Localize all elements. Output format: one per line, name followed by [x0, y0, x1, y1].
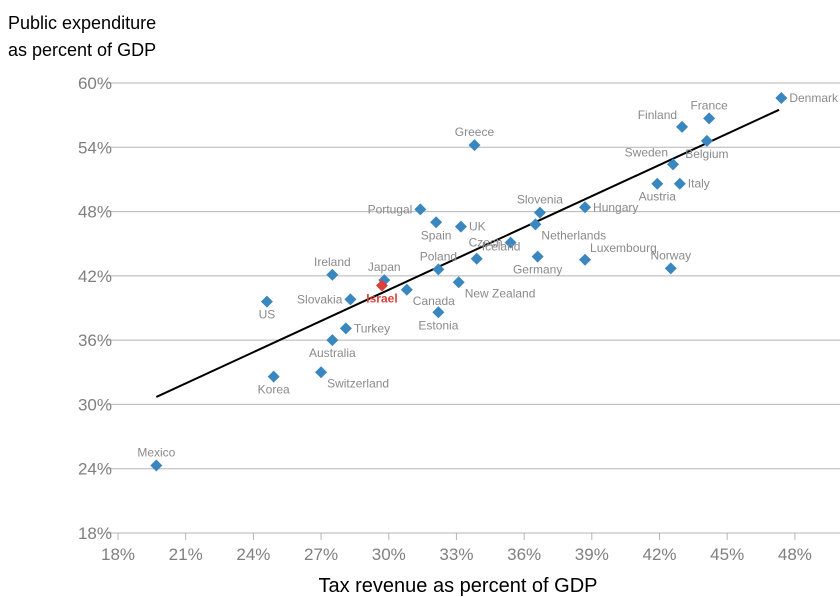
label-iceland: Iceland: [482, 240, 521, 254]
label-poland: Poland: [420, 249, 457, 263]
label-ireland: Ireland: [314, 255, 351, 269]
point-portugal: [414, 203, 427, 216]
x-tick-label: 24%: [236, 545, 270, 564]
label-czech: Czech: [469, 236, 503, 250]
point-us: [260, 295, 273, 308]
point-austria: [651, 177, 664, 190]
x-tick-label: 39%: [575, 545, 609, 564]
y-tick-label: 42%: [78, 267, 112, 286]
label-spain: Spain: [421, 228, 452, 242]
point-netherlands: [529, 218, 542, 231]
y-axis-ticks: 18% 24% 30% 36% 42% 48% 54% 60%: [78, 74, 112, 543]
label-denmark: Denmark: [789, 91, 839, 105]
label-japan: Japan: [368, 260, 401, 274]
y-tick-label: 24%: [78, 460, 112, 479]
point-poland: [432, 263, 445, 276]
point-italy: [673, 177, 686, 190]
label-korea: Korea: [258, 383, 290, 397]
y-tick-label: 60%: [78, 74, 112, 93]
point-korea: [267, 370, 280, 383]
label-slovakia: Slovakia: [297, 292, 343, 306]
point-luxembourg: [579, 253, 592, 266]
point-denmark: [775, 92, 788, 104]
point-ireland: [326, 268, 339, 281]
point-australia: [326, 334, 339, 347]
label-sweden: Sweden: [625, 145, 668, 159]
point-finland: [676, 120, 689, 133]
point-estonia: [432, 306, 445, 319]
y-axis-title-line1: Public expenditure: [8, 13, 156, 33]
label-france: France: [690, 98, 728, 112]
point-israel: [375, 279, 388, 292]
point-new-zealand: [452, 276, 465, 289]
point-uk: [454, 220, 467, 233]
point-turkey: [339, 322, 352, 335]
label-hungary: Hungary: [593, 200, 638, 214]
label-finland: Finland: [638, 108, 677, 122]
point-switzerland: [315, 366, 328, 379]
label-slovenia: Slovenia: [517, 193, 563, 207]
label-italy: Italy: [688, 177, 710, 191]
point-slovakia: [344, 293, 357, 306]
x-tick-label: 33%: [439, 545, 473, 564]
x-tick-label: 45%: [710, 545, 744, 564]
label-germany: Germany: [513, 263, 562, 277]
point-slovenia: [533, 206, 546, 219]
label-turkey: Turkey: [354, 321, 390, 335]
x-tick-label: 30%: [372, 545, 406, 564]
y-tick-label: 48%: [78, 203, 112, 222]
label-australia: Australia: [309, 346, 356, 360]
gridlines: [108, 82, 840, 534]
x-tick-label: 27%: [304, 545, 338, 564]
label-mexico: Mexico: [137, 446, 175, 460]
trend-line: [155, 108, 780, 398]
point-sweden: [667, 158, 680, 171]
point-mexico: [150, 459, 163, 472]
label-netherlands: Netherlands: [541, 228, 606, 242]
point-greece: [468, 139, 481, 152]
point-canada: [400, 283, 413, 296]
label-new-zealand: New Zealand: [465, 286, 536, 300]
x-axis-ticks: 18% 21% 24% 27% 30% 33% 36% 39% 42% 45% 48%: [101, 533, 812, 564]
label-canada: Canada: [413, 294, 455, 308]
label-uk: UK: [469, 220, 486, 234]
label-us: US: [259, 308, 276, 322]
label-israel: Israel: [366, 292, 397, 306]
x-tick-label: 48%: [778, 545, 812, 564]
x-tick-label: 21%: [169, 545, 203, 564]
y-tick-label: 36%: [78, 331, 112, 350]
label-norway: Norway: [650, 248, 691, 262]
x-axis-title: Tax revenue as percent of GDP: [318, 575, 597, 597]
data-points: [150, 92, 788, 472]
point-iceland: [470, 252, 483, 265]
label-austria: Austria: [639, 190, 677, 204]
point-hungary: [579, 201, 592, 214]
point-belgium: [700, 134, 713, 147]
label-luxembourg: Luxembourg: [590, 241, 657, 255]
x-tick-label: 18%: [101, 545, 135, 564]
label-belgium: Belgium: [685, 147, 728, 161]
x-tick-label: 36%: [507, 545, 541, 564]
label-switzerland: Switzerland: [327, 376, 389, 390]
x-tick-label: 42%: [642, 545, 676, 564]
point-germany: [531, 250, 544, 263]
point-spain: [430, 216, 443, 229]
label-greece: Greece: [455, 125, 495, 139]
point-norway: [664, 262, 677, 275]
point-france: [703, 112, 716, 125]
y-tick-label: 30%: [78, 395, 112, 414]
y-axis-title-line2: as percent of GDP: [8, 40, 156, 60]
point-czech: [504, 236, 517, 249]
y-tick-label: 54%: [78, 138, 112, 157]
point-labels: Denmark France Finland Belgium Greece Sweden A…: [137, 91, 839, 460]
label-portugal: Portugal: [368, 202, 413, 216]
y-tick-label: 18%: [78, 524, 112, 543]
label-estonia: Estonia: [418, 318, 458, 332]
